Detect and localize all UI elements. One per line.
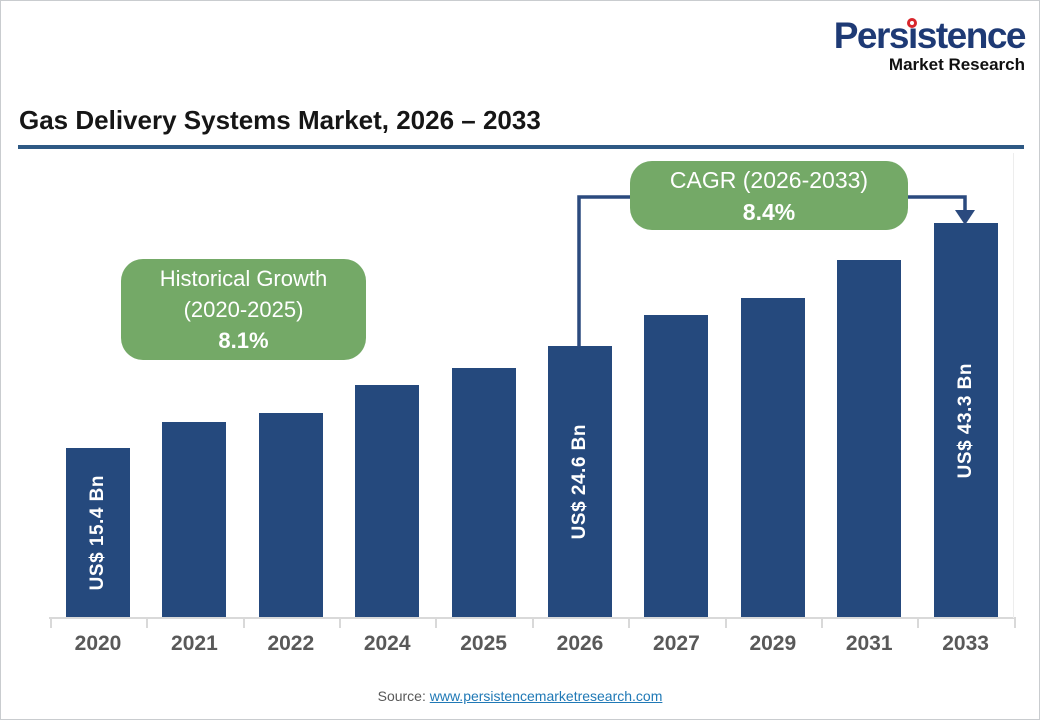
chart-title: Gas Delivery Systems Market, 2026 – 2033 — [19, 105, 541, 135]
bar-2031 — [837, 260, 902, 618]
cagr-line1: CAGR (2026-2033) — [669, 166, 869, 193]
cagr-value: 8.4% — [742, 198, 796, 225]
x-tick-label-2031: 2031 — [845, 632, 893, 655]
axis-tick — [435, 617, 438, 628]
source-line: Source: www.persistencemarketresearch.co… — [1, 688, 1039, 704]
axis-tick — [1013, 617, 1016, 628]
x-tick-label-2021: 2021 — [171, 632, 218, 655]
axis-tick — [628, 617, 631, 628]
bar-2029 — [740, 298, 805, 618]
axis-tick — [146, 617, 149, 628]
source-label: Source: — [377, 688, 426, 704]
bar-2027 — [644, 315, 709, 618]
x-tick-label-2022: 2022 — [267, 632, 315, 655]
historical-growth-callout: Historical Growth (2020-2025) 8.1% — [121, 259, 366, 360]
pmr-logo-subtitle: Market Research — [888, 55, 1025, 74]
bar-2024 — [355, 385, 420, 618]
bar-value-label-2026: US$ 24.6 Bn — [569, 424, 590, 540]
bar-2026: US$ 24.6 Bn — [548, 346, 612, 618]
historical-growth-value: 8.1% — [218, 328, 269, 353]
source-link[interactable]: www.persistencemarketresearch.com — [429, 688, 663, 704]
bar-value-label-2020: US$ 15.4 Bn — [87, 475, 108, 591]
bar-2020: US$ 15.4 Bn — [66, 448, 130, 618]
axis-tick — [531, 617, 534, 628]
axis-tick — [339, 617, 341, 628]
pmr-logo: Persi stence Market Research — [833, 15, 1027, 74]
x-tick-label-2029: 2029 — [749, 632, 797, 655]
axis-tick — [821, 617, 823, 628]
axis-tick — [917, 617, 920, 628]
x-tick-label-2026: 2026 — [556, 632, 604, 655]
x-tick-label-2033: 2033 — [942, 632, 989, 655]
pmr-logo-brand: Persi stence — [833, 15, 1027, 56]
connector-line-left — [577, 195, 633, 347]
historical-growth-line1: Historical Growth — [159, 266, 328, 291]
connector-line-right — [906, 195, 967, 213]
x-tick-label-2024: 2024 — [363, 632, 411, 655]
red-dot-icon — [907, 18, 918, 28]
brand-letter-i: i — [907, 15, 918, 56]
brand-text-prefix: Pers — [833, 15, 910, 56]
bar-2022 — [258, 413, 323, 618]
title-underline — [18, 145, 1024, 149]
axis-tick — [724, 617, 727, 628]
cagr-callout: CAGR (2026-2033) 8.4% — [630, 161, 908, 230]
x-tick-label-2025: 2025 — [460, 632, 507, 655]
bar-2025 — [451, 368, 516, 618]
axis-tick — [242, 617, 245, 628]
brand-text-suffix: stence — [916, 15, 1027, 56]
x-tick-label-2027: 2027 — [653, 632, 700, 655]
bar-2021 — [162, 422, 227, 618]
bar-value-label-2033: US$ 43.3 Bn — [954, 362, 976, 479]
x-axis-line — [49, 617, 1015, 619]
bar-2033: US$ 43.3 Bn — [933, 223, 998, 618]
plot-right-border — [1013, 153, 1014, 618]
x-tick-label-2020: 2020 — [74, 632, 122, 655]
axis-tick — [49, 617, 52, 628]
historical-growth-line2: (2020-2025) — [183, 297, 304, 322]
